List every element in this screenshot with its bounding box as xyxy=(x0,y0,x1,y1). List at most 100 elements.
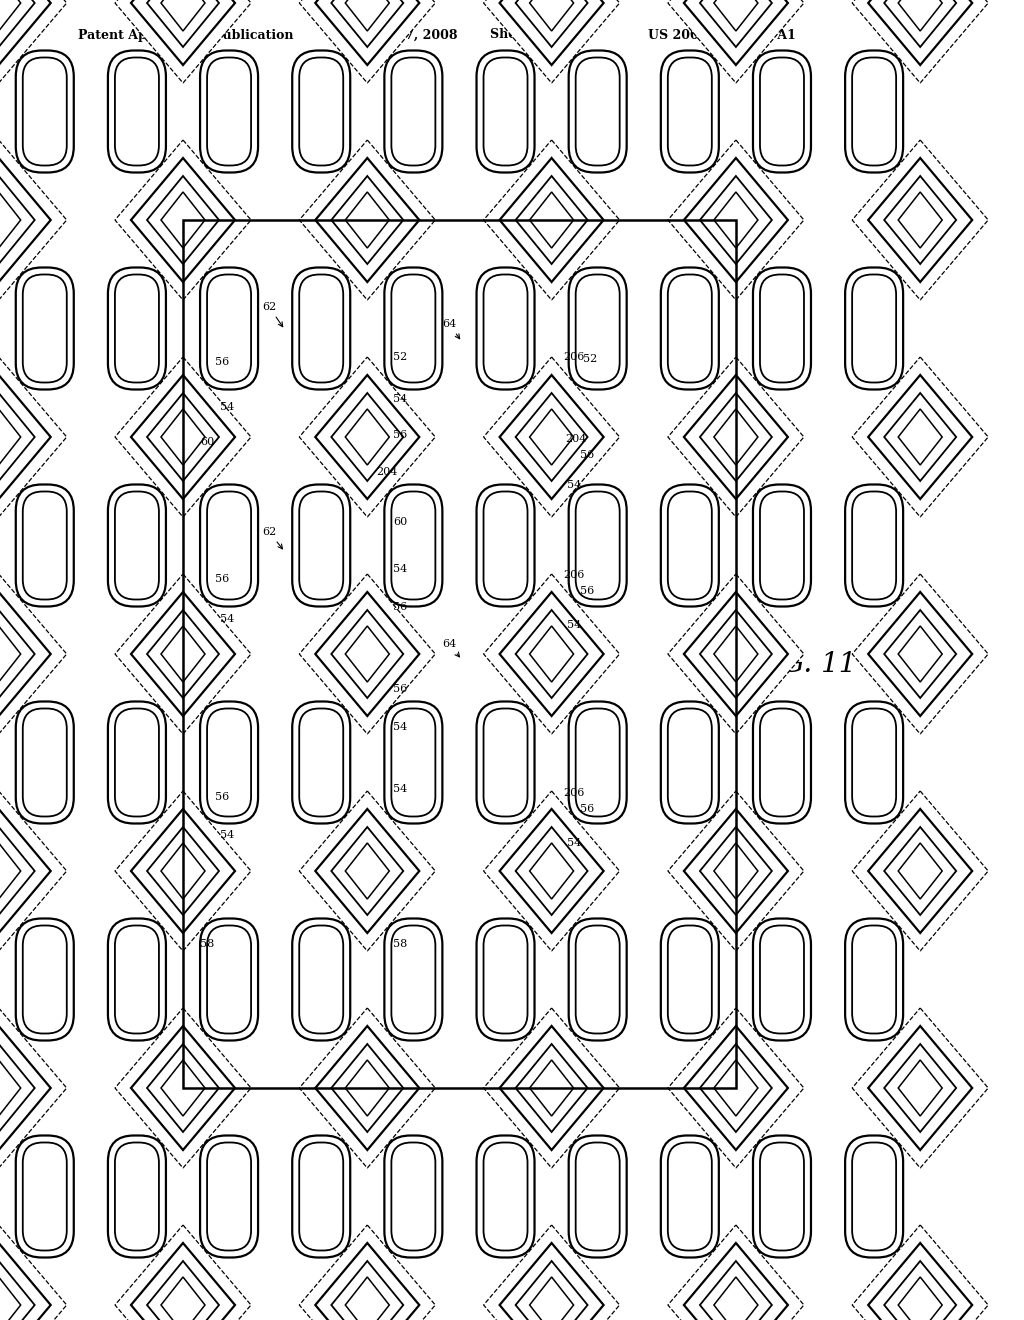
Polygon shape xyxy=(699,393,772,480)
Polygon shape xyxy=(868,591,972,715)
FancyBboxPatch shape xyxy=(753,50,811,173)
FancyBboxPatch shape xyxy=(15,1135,74,1258)
Text: 54: 54 xyxy=(393,784,408,795)
Polygon shape xyxy=(315,809,419,933)
Polygon shape xyxy=(852,574,988,734)
Polygon shape xyxy=(529,1060,573,1115)
FancyBboxPatch shape xyxy=(200,919,258,1040)
Text: 206: 206 xyxy=(563,570,585,579)
Polygon shape xyxy=(483,0,620,83)
FancyBboxPatch shape xyxy=(575,709,620,817)
FancyBboxPatch shape xyxy=(391,58,435,165)
Polygon shape xyxy=(852,1225,988,1320)
Text: 204: 204 xyxy=(376,467,397,477)
Polygon shape xyxy=(147,176,219,264)
Polygon shape xyxy=(115,1225,251,1320)
Polygon shape xyxy=(299,574,435,734)
Polygon shape xyxy=(0,191,20,248)
Polygon shape xyxy=(529,626,573,682)
FancyBboxPatch shape xyxy=(23,925,67,1034)
Polygon shape xyxy=(668,791,804,950)
Text: 58: 58 xyxy=(200,939,214,949)
Polygon shape xyxy=(868,809,972,933)
FancyBboxPatch shape xyxy=(299,275,343,383)
FancyBboxPatch shape xyxy=(115,1143,159,1250)
FancyBboxPatch shape xyxy=(200,50,258,173)
Text: 56: 56 xyxy=(580,804,594,814)
FancyBboxPatch shape xyxy=(292,701,350,824)
FancyBboxPatch shape xyxy=(207,925,251,1034)
Polygon shape xyxy=(684,809,787,933)
FancyBboxPatch shape xyxy=(845,50,903,173)
Text: Patent Application Publication: Patent Application Publication xyxy=(78,29,294,41)
Polygon shape xyxy=(0,158,51,282)
FancyBboxPatch shape xyxy=(483,709,527,817)
Polygon shape xyxy=(161,409,205,465)
Text: 54: 54 xyxy=(393,564,408,574)
Polygon shape xyxy=(516,0,588,48)
FancyBboxPatch shape xyxy=(207,491,251,599)
FancyBboxPatch shape xyxy=(568,701,627,824)
FancyBboxPatch shape xyxy=(15,268,74,389)
Polygon shape xyxy=(0,828,35,915)
Text: Nov. 27, 2008: Nov. 27, 2008 xyxy=(362,29,458,41)
Polygon shape xyxy=(714,409,758,465)
Text: 64: 64 xyxy=(442,319,460,339)
Polygon shape xyxy=(0,176,35,264)
FancyBboxPatch shape xyxy=(845,919,903,1040)
Polygon shape xyxy=(147,1261,219,1320)
Polygon shape xyxy=(115,356,251,517)
Polygon shape xyxy=(345,1060,389,1115)
Text: 54: 54 xyxy=(567,480,582,490)
Polygon shape xyxy=(315,1243,419,1320)
Text: 62: 62 xyxy=(262,527,283,549)
Text: 54: 54 xyxy=(567,620,582,630)
FancyBboxPatch shape xyxy=(845,1135,903,1258)
FancyBboxPatch shape xyxy=(483,275,527,383)
Text: 54: 54 xyxy=(393,393,408,404)
FancyBboxPatch shape xyxy=(115,925,159,1034)
FancyBboxPatch shape xyxy=(15,484,74,606)
Polygon shape xyxy=(315,375,419,499)
Polygon shape xyxy=(0,791,67,950)
Text: US 2008/0290419 A1: US 2008/0290419 A1 xyxy=(648,29,796,41)
Polygon shape xyxy=(483,574,620,734)
FancyBboxPatch shape xyxy=(200,1135,258,1258)
Polygon shape xyxy=(500,1243,603,1320)
Polygon shape xyxy=(147,0,219,48)
Polygon shape xyxy=(0,1261,35,1320)
FancyBboxPatch shape xyxy=(384,50,442,173)
Text: 206: 206 xyxy=(563,352,585,362)
FancyBboxPatch shape xyxy=(384,919,442,1040)
FancyBboxPatch shape xyxy=(575,275,620,383)
Polygon shape xyxy=(483,140,620,300)
FancyBboxPatch shape xyxy=(23,1143,67,1250)
FancyBboxPatch shape xyxy=(108,50,166,173)
Polygon shape xyxy=(516,393,588,480)
Text: 54: 54 xyxy=(220,403,234,412)
Polygon shape xyxy=(0,0,51,65)
Polygon shape xyxy=(0,409,20,465)
FancyBboxPatch shape xyxy=(299,1143,343,1250)
FancyBboxPatch shape xyxy=(852,709,896,817)
Polygon shape xyxy=(147,610,219,698)
FancyBboxPatch shape xyxy=(115,275,159,383)
FancyBboxPatch shape xyxy=(568,919,627,1040)
Polygon shape xyxy=(147,393,219,480)
Polygon shape xyxy=(884,610,956,698)
FancyBboxPatch shape xyxy=(391,491,435,599)
Polygon shape xyxy=(0,843,20,899)
Text: 56: 56 xyxy=(393,602,408,612)
FancyBboxPatch shape xyxy=(207,1143,251,1250)
Polygon shape xyxy=(516,610,588,698)
FancyBboxPatch shape xyxy=(23,58,67,165)
Text: 54: 54 xyxy=(220,830,234,840)
Polygon shape xyxy=(483,1225,620,1320)
Polygon shape xyxy=(0,591,51,715)
Polygon shape xyxy=(332,176,403,264)
FancyBboxPatch shape xyxy=(115,709,159,817)
Polygon shape xyxy=(483,791,620,950)
Polygon shape xyxy=(852,140,988,300)
Polygon shape xyxy=(699,1044,772,1133)
Polygon shape xyxy=(299,140,435,300)
